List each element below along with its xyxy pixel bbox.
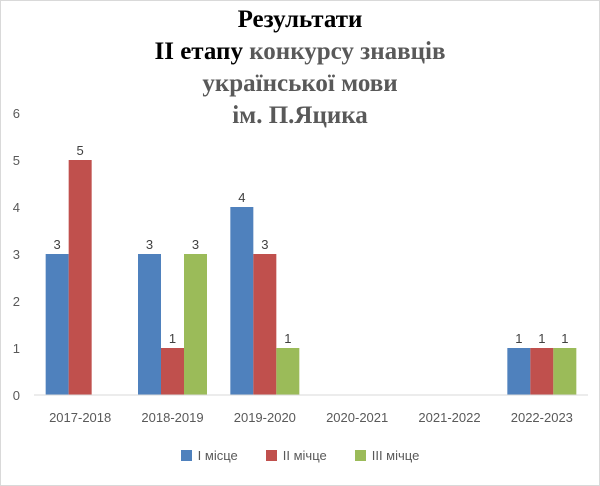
data-label: 1 [515,331,522,346]
legend-item: III мічце [354,448,420,463]
data-label: 3 [192,237,199,252]
chart-title-line-3: української мови [202,70,398,97]
chart-title-line-4: ім. П.Яцика [232,102,368,129]
chart-legend: I місце II мічце III мічце [0,448,600,463]
y-tick-label: 2 [13,294,20,309]
y-axis-ticks: 0 1 2 3 4 5 6 [13,106,20,403]
bar [184,254,207,395]
y-tick-label: 5 [13,153,20,168]
legend-label: II мічце [282,448,327,463]
legend-item: II мічце [265,448,327,463]
data-label: 3 [146,237,153,252]
data-label: 1 [538,331,545,346]
data-label: 4 [238,190,245,205]
y-tick-label: 1 [13,341,20,356]
legend-item: I місце [180,448,238,463]
y-tick-label: 3 [13,247,20,262]
bar [230,207,254,395]
legend-label: III мічце [371,448,420,463]
legend-swatch [180,450,192,461]
legend-label: I місце [197,448,238,463]
y-tick-label: 4 [13,200,20,215]
bar [253,254,277,395]
bar [138,254,161,395]
x-tick-label: 2021-2022 [418,410,480,425]
legend-swatch [265,450,277,461]
data-label: 3 [261,237,268,252]
bar [45,254,69,395]
bar [276,348,300,395]
bars [45,160,577,395]
legend-swatch [354,450,366,461]
bar [530,348,554,395]
chart-title-line-2: ІІ етапу конкурсу знавців [0,36,600,68]
y-tick-label: 6 [13,106,20,121]
chart-title-line-1: Результати [237,6,363,33]
x-tick-label: 2017-2018 [49,410,111,425]
chart-title-line-2b: конкурсу знавців [242,38,446,65]
data-labels: 3 5 3 1 3 4 3 1 1 1 1 [54,143,569,346]
data-label: 3 [54,237,61,252]
x-tick-label: 2018-2019 [141,410,203,425]
y-tick-label: 0 [13,388,20,403]
data-label: 5 [77,143,84,158]
data-label: 1 [561,331,568,346]
chart-title-line-2a: ІІ етапу [154,38,243,65]
bar [161,348,184,395]
bar [553,348,577,395]
bar [507,348,531,395]
x-tick-label: 2022-2023 [511,410,573,425]
bar [68,160,92,395]
data-label: 1 [284,331,291,346]
data-label: 1 [169,331,176,346]
x-axis-ticks: 2017-2018 2018-2019 2019-2020 2020-2021 2021… [49,410,573,425]
chart-title: Результати ІІ етапу конкурсу знавців укр… [0,4,600,132]
x-tick-label: 2019-2020 [234,410,296,425]
x-tick-label: 2020-2021 [326,410,388,425]
